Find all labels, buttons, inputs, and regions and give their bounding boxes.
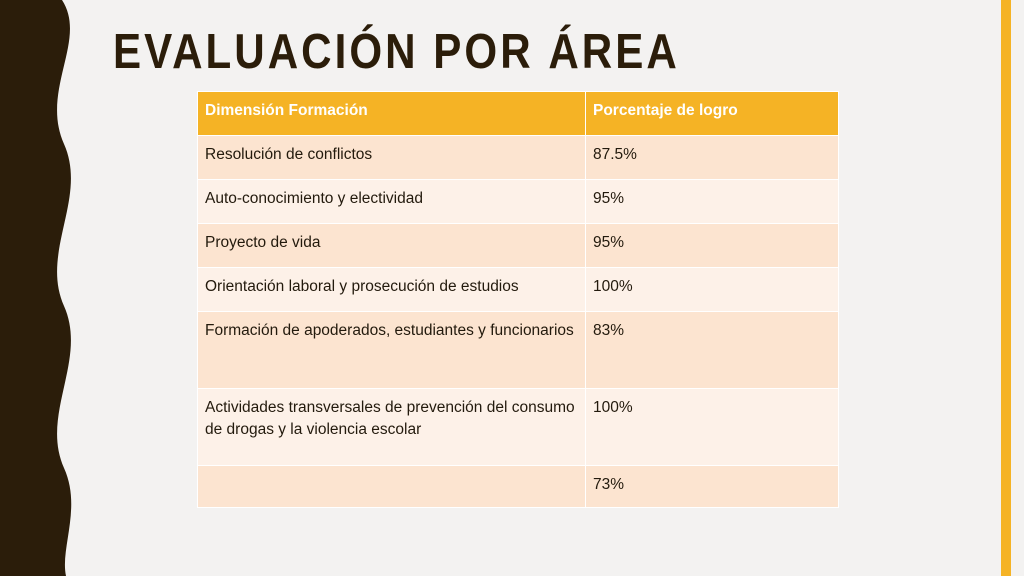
table-header-row: Dimensión Formación Porcentaje de logro	[197, 91, 839, 136]
cell-dimension: Actividades transversales de prevención …	[197, 388, 586, 466]
table-row: Orientación laboral y prosecución de est…	[197, 267, 839, 312]
table-row: Actividades transversales de prevención …	[197, 388, 839, 466]
cell-percentage: 100%	[585, 267, 839, 312]
cell-percentage: 73%	[585, 465, 839, 508]
cell-percentage: 95%	[585, 179, 839, 224]
table-row: Formación de apoderados, estudiantes y f…	[197, 311, 839, 389]
table-row: 73%	[197, 465, 839, 508]
cell-percentage: 100%	[585, 388, 839, 466]
evaluation-table: Dimensión Formación Porcentaje de logro …	[197, 91, 839, 508]
cell-percentage: 83%	[585, 311, 839, 389]
cell-dimension: Resolución de conflictos	[197, 135, 586, 180]
cell-percentage: 87.5%	[585, 135, 839, 180]
cell-dimension: Auto-conocimiento y electividad	[197, 179, 586, 224]
cell-dimension	[197, 465, 586, 508]
header-dimension: Dimensión Formación	[197, 91, 586, 136]
right-accent-stripe	[1001, 0, 1011, 576]
cell-dimension: Formación de apoderados, estudiantes y f…	[197, 311, 586, 389]
table-row: Auto-conocimiento y electividad 95%	[197, 179, 839, 224]
decorative-wave-band	[0, 0, 72, 576]
cell-percentage: 95%	[585, 223, 839, 268]
slide-title: EVALUACIÓN POR ÁREA	[113, 25, 680, 79]
cell-dimension: Proyecto de vida	[197, 223, 586, 268]
cell-dimension: Orientación laboral y prosecución de est…	[197, 267, 586, 312]
header-percentage: Porcentaje de logro	[585, 91, 839, 136]
table-row: Resolución de conflictos 87.5%	[197, 135, 839, 180]
table-row: Proyecto de vida 95%	[197, 223, 839, 268]
